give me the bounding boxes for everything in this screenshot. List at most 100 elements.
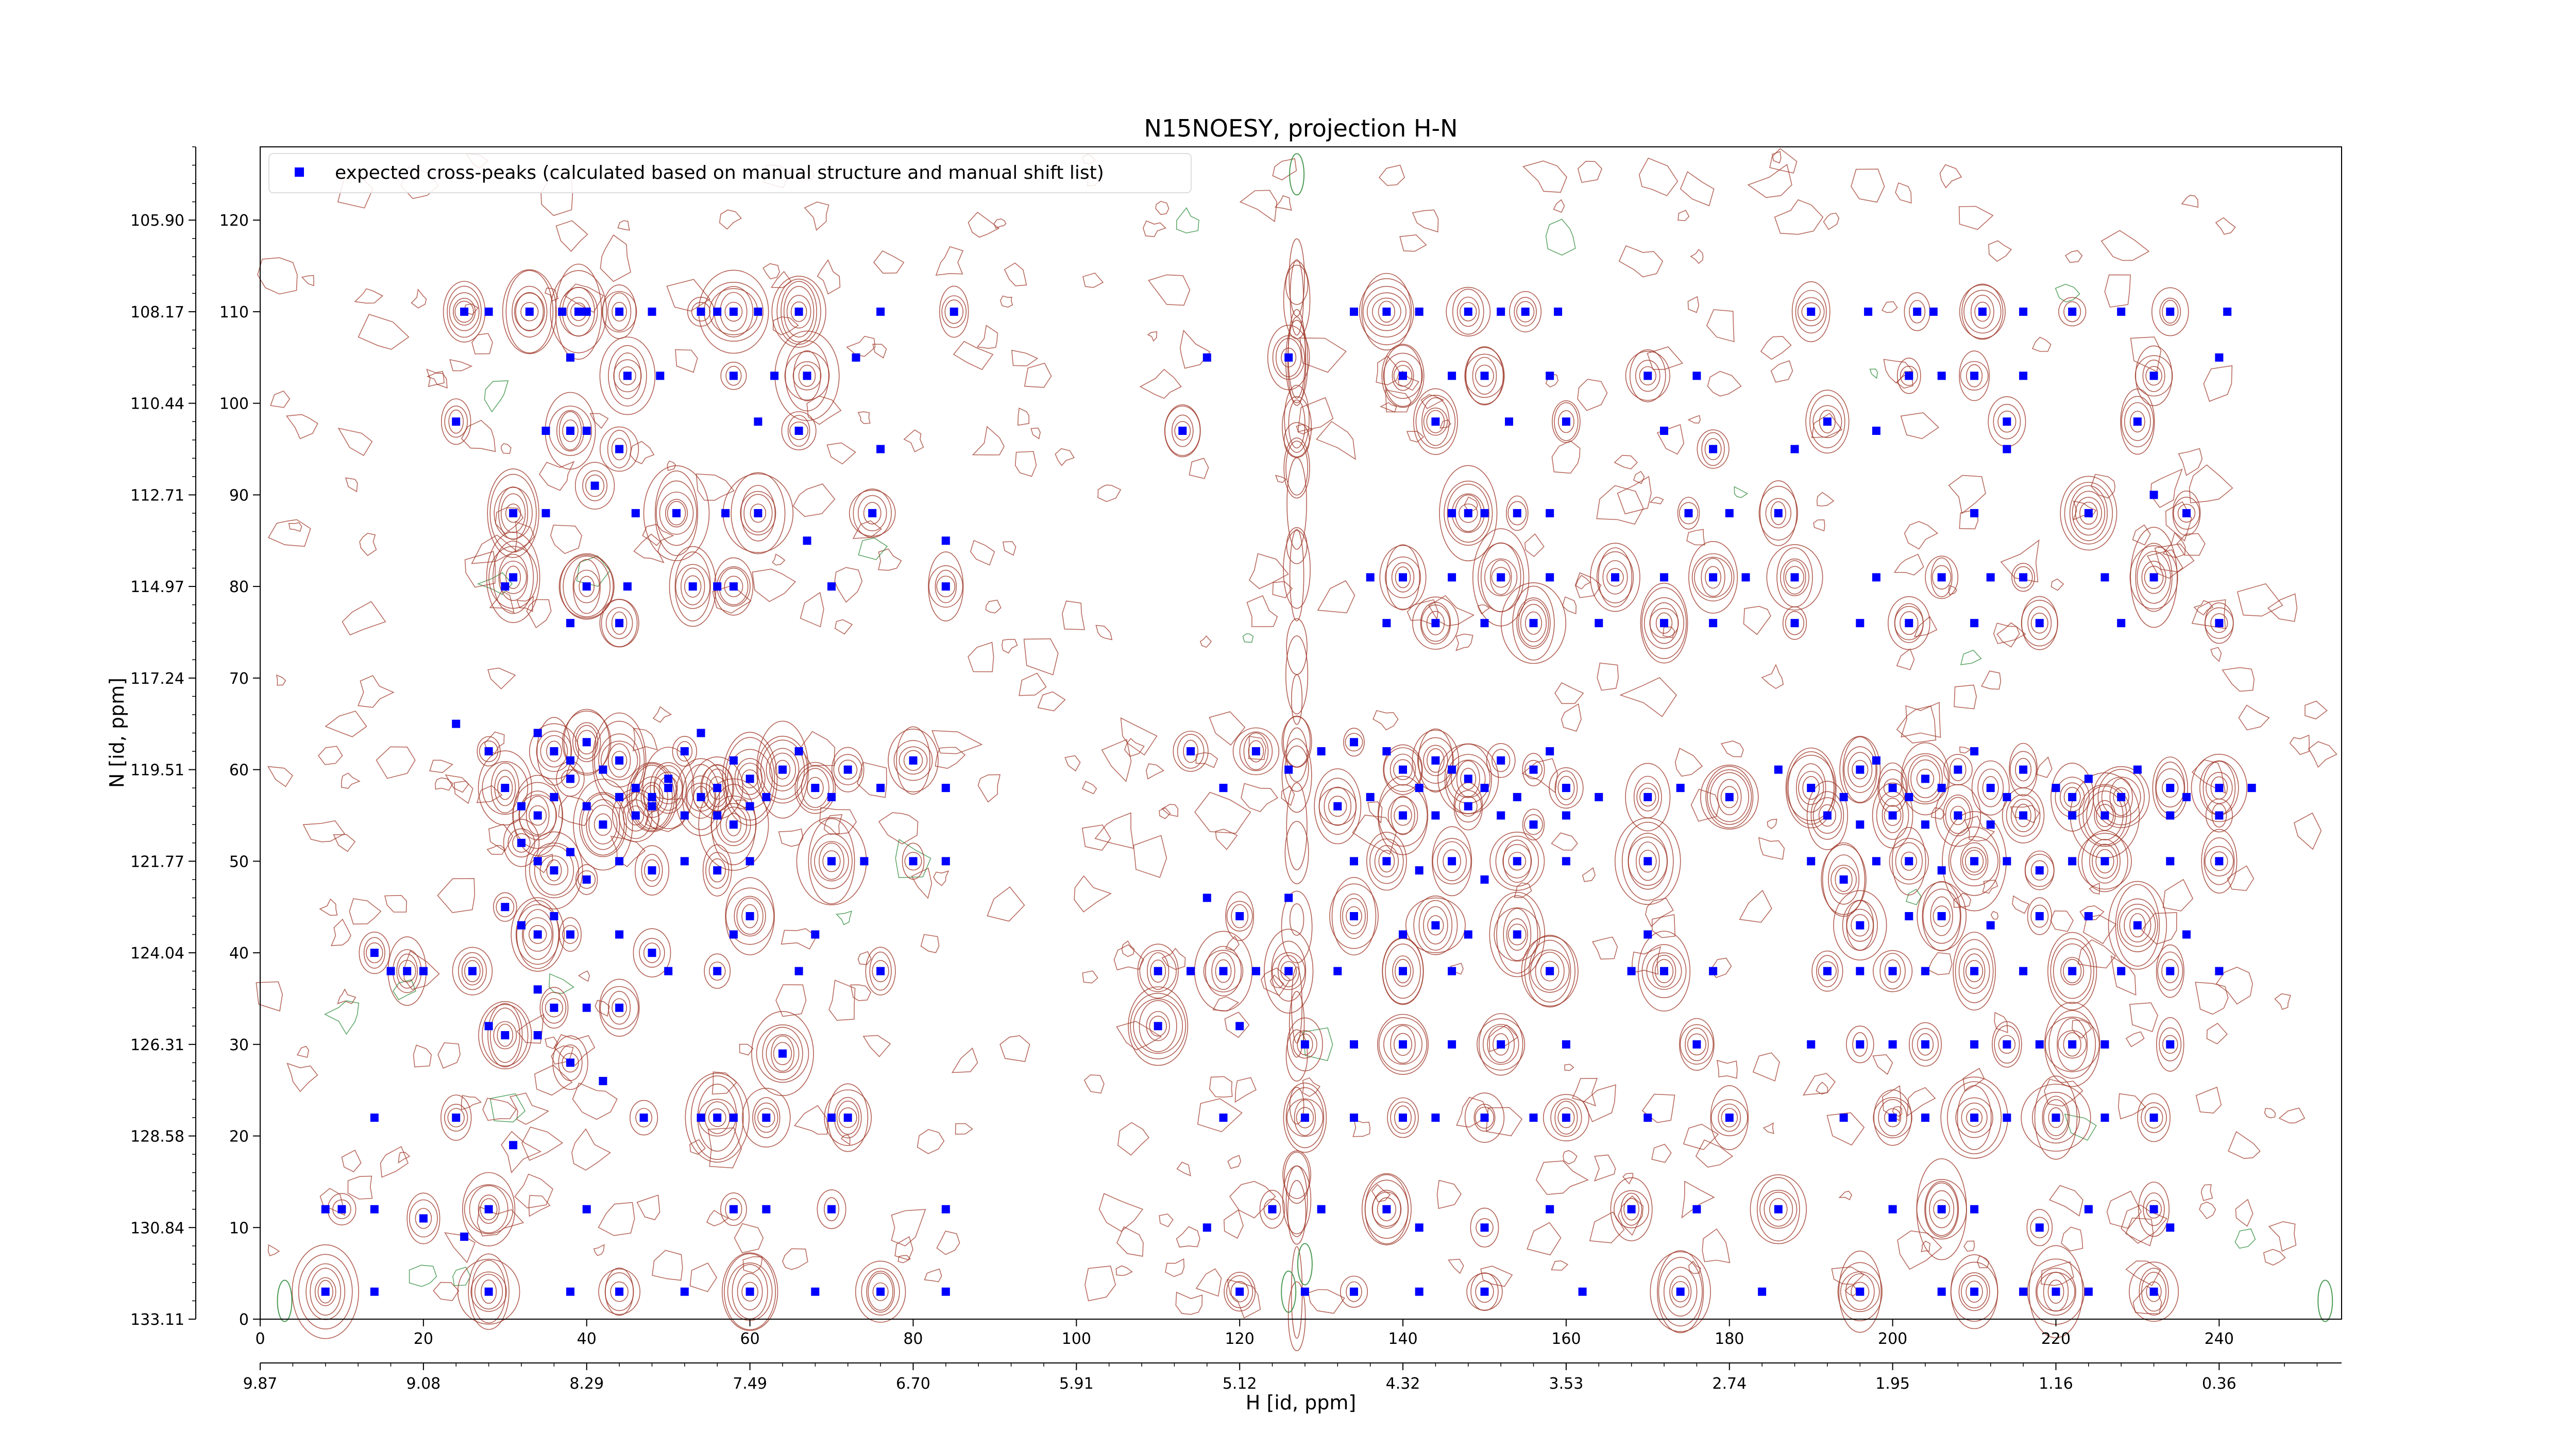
cross-peak-marker <box>1382 619 1391 628</box>
cross-peak-marker <box>1905 619 1913 628</box>
contour-ring <box>868 1272 893 1311</box>
contour-line <box>1308 1289 1345 1314</box>
contour-ring <box>539 987 569 1029</box>
contour-line <box>1554 682 1584 704</box>
contour-ring <box>1516 301 1535 323</box>
cross-peak-marker <box>1497 756 1505 765</box>
contour-ring <box>546 740 562 762</box>
cross-peak-marker <box>1448 765 1456 774</box>
cross-peak-marker <box>1823 967 1832 975</box>
contour-line <box>696 473 735 501</box>
contour-line <box>2100 230 2150 261</box>
cross-peak-marker <box>1202 894 1211 902</box>
contour-ring <box>1493 1033 1510 1056</box>
contour-line <box>1095 625 1113 641</box>
contour-ring <box>1950 836 1998 887</box>
cross-peak-marker <box>754 509 762 517</box>
x-ppm-tick-label: 7.49 <box>733 1375 767 1393</box>
cross-peak-marker <box>941 1287 950 1296</box>
cross-peak-marker <box>1513 857 1521 866</box>
cross-peak-marker <box>1382 307 1391 316</box>
cross-peak-marker <box>1970 747 1979 755</box>
contour-line <box>857 762 887 798</box>
contour-line <box>2077 939 2116 969</box>
cross-peak-marker <box>680 811 689 820</box>
contour-ring <box>2036 1268 2077 1316</box>
y-ppm-tick-label: 108.17 <box>130 304 184 322</box>
contour-ridge <box>1289 529 1304 621</box>
cross-peak-marker <box>1235 1287 1244 1296</box>
contour-ring <box>2139 1268 2169 1316</box>
contour-ring <box>480 1198 498 1220</box>
contour-ring <box>1552 400 1581 443</box>
contour-ring <box>2146 1200 2162 1219</box>
contour-line <box>501 1131 542 1174</box>
cross-peak-marker <box>1350 1040 1358 1049</box>
contour-line <box>1618 245 1664 278</box>
contour-ring <box>1879 953 1906 989</box>
y-ppm-tick-label: 112.71 <box>130 486 184 504</box>
contour-ring <box>1328 796 1347 817</box>
cross-peak-marker <box>1660 573 1668 582</box>
cross-peak-marker <box>566 353 574 362</box>
cross-peak-marker <box>1839 875 1848 884</box>
contour-ring <box>705 852 730 889</box>
contour-line <box>1527 1222 1562 1256</box>
contour-ring <box>1139 1000 1177 1052</box>
contour-line <box>571 1128 611 1171</box>
cross-peak-marker <box>2052 784 2060 793</box>
contour-ring <box>1147 952 1170 990</box>
cross-peak-marker <box>1513 793 1521 801</box>
contour-ring <box>1970 295 1994 329</box>
x-tick-label: 180 <box>1715 1330 1744 1348</box>
contour-ring <box>928 565 963 608</box>
contour-ring <box>1615 817 1681 905</box>
contour-ring <box>2042 1096 2070 1140</box>
contour-line <box>453 780 473 804</box>
contour-ring <box>552 1035 588 1090</box>
contour-ring <box>1652 954 1676 988</box>
contour-line <box>1622 1173 1634 1185</box>
cross-peak-marker <box>419 1214 428 1223</box>
contour-ring <box>1769 1198 1788 1221</box>
cross-peak-marker <box>1578 1287 1587 1296</box>
contour-ring <box>1508 852 1527 871</box>
plot-frame <box>260 146 2342 1320</box>
contour-line <box>514 1173 553 1209</box>
contour-line <box>1641 1093 1675 1123</box>
contour-line <box>484 380 509 413</box>
contour-line <box>1677 210 1690 222</box>
contour-ring <box>494 769 516 806</box>
cross-peak-marker <box>680 747 689 755</box>
cross-peak-marker <box>680 857 689 866</box>
contour-ring <box>600 740 638 781</box>
contour-line <box>270 390 291 408</box>
contour-line <box>2263 1249 2286 1266</box>
contour-line <box>771 271 792 289</box>
cross-peak-marker <box>648 949 656 957</box>
contour-ring <box>773 1042 792 1066</box>
cross-peak-marker <box>1431 619 1440 628</box>
contour-line <box>1133 835 1167 878</box>
contour-ring <box>2027 606 2052 640</box>
contour-line <box>398 1152 411 1164</box>
cross-peak-marker <box>1448 573 1456 582</box>
contour-ring <box>611 437 628 461</box>
contour-ring <box>2021 1084 2091 1152</box>
contour-ring <box>1432 838 1472 885</box>
cross-peak-marker <box>1790 573 1799 582</box>
contour-line <box>2055 283 2080 302</box>
contour-line <box>1597 662 1619 691</box>
contour-line <box>689 1262 718 1292</box>
contour-line <box>1948 585 1958 595</box>
contour-line <box>1436 1180 1462 1209</box>
contour-ring <box>2210 613 2228 633</box>
contour-ring <box>462 1172 516 1246</box>
contour-ring <box>2108 881 2167 970</box>
contour-line <box>413 1044 432 1068</box>
contour-ring <box>1705 766 1754 829</box>
cross-peak-marker <box>803 372 811 380</box>
contour-line <box>800 592 824 628</box>
contour-line <box>1649 496 1664 504</box>
contour-ring <box>2129 411 2145 433</box>
